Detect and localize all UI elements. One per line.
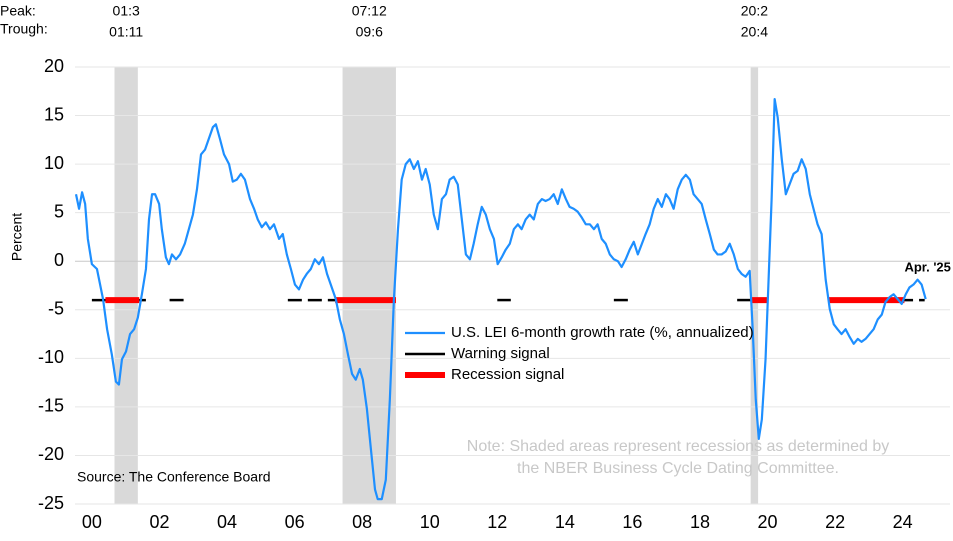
x-tick-label: 22: [825, 512, 845, 532]
x-tick-label: 02: [149, 512, 169, 532]
x-tick-label: 00: [82, 512, 102, 532]
recession-band: [750, 67, 759, 504]
x-tick-label: 24: [893, 512, 913, 532]
trough-date: 09:6: [356, 24, 383, 40]
note: Note: Shaded areas represent recessions …: [467, 438, 889, 455]
y-tick-label: -15: [38, 396, 64, 416]
trough-date: 01:11: [109, 24, 143, 40]
peak-date: 01:3: [113, 3, 140, 19]
data-line: [74, 97, 927, 501]
plot: [75, 66, 950, 505]
trough-date: 20:4: [741, 24, 768, 40]
y-tick-label: 15: [44, 104, 64, 124]
y-tick-label: -10: [38, 347, 64, 367]
source: Source: The Conference Board: [77, 469, 271, 485]
x-tick-label: 10: [420, 512, 440, 532]
y-tick-label: -5: [48, 299, 64, 319]
x-tick-label: 08: [352, 512, 372, 532]
x-tick-label: 20: [758, 512, 778, 532]
note: the NBER Business Cycle Dating Committee…: [517, 460, 839, 477]
y-tick-label: 20: [44, 56, 64, 76]
x-tick-label: 04: [217, 512, 237, 532]
x-tick-label: 16: [622, 512, 642, 532]
x-tick-label: 12: [487, 512, 507, 532]
y-tick-label: 0: [54, 250, 64, 270]
recession-band: [114, 67, 138, 504]
x-tick-label: 06: [285, 512, 305, 532]
peak-label: Peak:: [0, 3, 36, 19]
y-axis-title: Percent: [9, 213, 25, 261]
legend-label: Warning signal: [451, 345, 550, 362]
legend-label: U.S. LEI 6-month growth rate (%, annuali…: [451, 324, 754, 341]
legend-label: Recession signal: [451, 366, 564, 383]
peak-date: 07:12: [352, 3, 387, 19]
y-tick-label: 10: [44, 153, 64, 173]
y-tick-label: 5: [54, 201, 64, 221]
y-tick-label: -20: [38, 444, 64, 464]
x-tick-label: 18: [690, 512, 710, 532]
x-tick-label: 14: [555, 512, 575, 532]
annotation: Apr. '25: [904, 259, 950, 274]
trough-label: Trough:: [0, 21, 48, 37]
peak-date: 20:2: [741, 3, 768, 19]
y-tick-label: -25: [38, 493, 64, 513]
